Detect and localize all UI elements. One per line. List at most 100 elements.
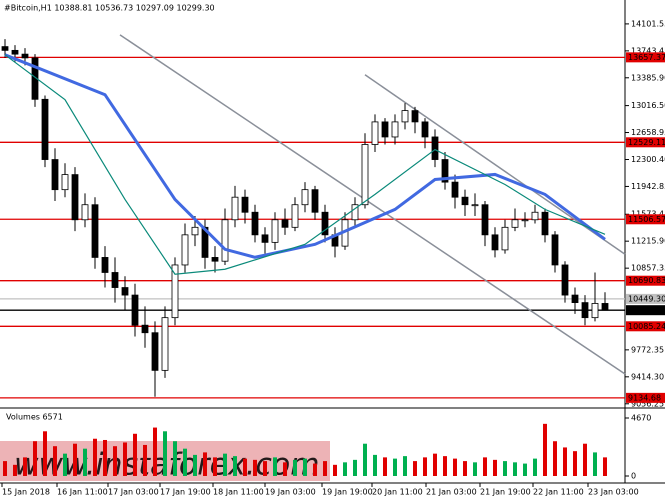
y-tick-label: 9056.25 bbox=[631, 399, 664, 408]
level-label: 13657.37 bbox=[628, 53, 665, 62]
volume-bar bbox=[103, 439, 107, 476]
x-tick-label: 17 Jan 03:00 bbox=[108, 488, 159, 497]
volume-bar bbox=[113, 446, 117, 476]
candle-body bbox=[31, 57, 39, 100]
volume-tick-label: 0 bbox=[631, 472, 636, 481]
candle-body bbox=[91, 204, 99, 258]
candle-body bbox=[581, 302, 589, 319]
level-label-box bbox=[626, 321, 665, 332]
candle-body bbox=[451, 181, 459, 198]
candle-body bbox=[21, 53, 29, 59]
volume-bar bbox=[523, 463, 527, 476]
candle-body bbox=[221, 219, 229, 262]
level-label-box bbox=[626, 293, 665, 304]
level-label-box bbox=[626, 275, 665, 286]
candle-body bbox=[491, 234, 499, 251]
volume-bar bbox=[203, 452, 207, 476]
volume-bar bbox=[533, 458, 537, 476]
y-tick-label: 13016.50 bbox=[631, 101, 665, 110]
candle-body bbox=[71, 174, 79, 221]
volume-bar bbox=[3, 461, 7, 476]
y-tick-label: 13743.45 bbox=[631, 46, 665, 55]
volume-bar bbox=[93, 438, 97, 476]
volume-bar bbox=[513, 462, 517, 476]
volume-bar bbox=[313, 463, 317, 476]
x-tick-label: 15 Jan 2018 bbox=[2, 488, 50, 497]
volume-bar bbox=[383, 457, 387, 476]
candle-body bbox=[431, 136, 439, 160]
volume-bar bbox=[373, 454, 377, 476]
candle-body bbox=[41, 98, 49, 160]
volume-title: Volumes 6571 bbox=[6, 413, 63, 422]
candle-body bbox=[261, 234, 269, 243]
volume-bar bbox=[333, 464, 337, 476]
volume-bar bbox=[123, 442, 127, 476]
volume-bar bbox=[583, 443, 587, 476]
volume-bar bbox=[593, 452, 597, 476]
volume-bar bbox=[83, 448, 87, 476]
volume-bar bbox=[193, 454, 197, 476]
volume-tick-label: 4670 bbox=[631, 414, 651, 423]
volume-bar bbox=[603, 457, 607, 476]
volume-bar bbox=[553, 441, 557, 476]
candle-body bbox=[241, 196, 249, 213]
candle-body bbox=[321, 211, 329, 236]
x-tick-label: 18 Jan 11:00 bbox=[213, 488, 264, 497]
candle-body bbox=[51, 159, 59, 191]
x-tick-label: 21 Jan 03:00 bbox=[426, 488, 477, 497]
y-tick-label: 10857.35 bbox=[631, 264, 665, 273]
level-label: 12529.11 bbox=[628, 138, 665, 147]
volume-bar bbox=[463, 461, 467, 476]
volume-bar bbox=[433, 453, 437, 476]
candle-body bbox=[441, 159, 449, 183]
volume-bar bbox=[273, 457, 277, 476]
level-label-box bbox=[626, 305, 665, 316]
y-tick-label: 14101.55 bbox=[631, 19, 665, 28]
x-tick-label: 16 Jan 11:00 bbox=[57, 488, 108, 497]
volume-bar bbox=[453, 458, 457, 476]
volume-bar bbox=[563, 447, 567, 476]
candle-body bbox=[131, 294, 139, 326]
volume-bar bbox=[153, 427, 157, 476]
header: #Bitcoin,H1 10388.81 10536.73 10297.09 1… bbox=[4, 4, 215, 13]
candle-body bbox=[281, 219, 289, 228]
volume-bar bbox=[263, 461, 267, 476]
volume-bar bbox=[573, 451, 577, 476]
candle-body bbox=[361, 144, 369, 206]
volume-bar bbox=[483, 457, 487, 476]
candle-body bbox=[391, 121, 399, 138]
candle-body bbox=[161, 317, 169, 371]
candle-body bbox=[561, 264, 569, 296]
volume-bar bbox=[503, 461, 507, 476]
y-tick-label: 13385.90 bbox=[631, 73, 665, 82]
candle-body bbox=[381, 121, 389, 138]
candle-body bbox=[591, 303, 599, 319]
candle-body bbox=[211, 257, 219, 262]
candle-body bbox=[251, 211, 259, 236]
candle-body bbox=[81, 204, 89, 221]
y-tick-label: 11215.90 bbox=[631, 237, 665, 246]
volume-bar bbox=[63, 453, 67, 476]
moving-average bbox=[4, 54, 606, 275]
volume-bar bbox=[303, 458, 307, 476]
volume-bar bbox=[363, 443, 367, 476]
x-tick-label: 20 Jan 11:00 bbox=[372, 488, 423, 497]
y-tick-label: 9414.30 bbox=[631, 372, 664, 381]
volume-bar bbox=[23, 457, 27, 476]
candle-body bbox=[461, 196, 469, 206]
candle-body bbox=[61, 174, 69, 191]
volume-bar bbox=[393, 458, 397, 476]
candle-body bbox=[301, 189, 309, 206]
x-tick-label: 19 Jan 19:00 bbox=[322, 488, 373, 497]
candle-body bbox=[111, 272, 119, 288]
level-label-box bbox=[626, 392, 665, 403]
trendline bbox=[119, 34, 626, 375]
y-tick-label: 11573.45 bbox=[631, 210, 665, 219]
x-tick-label: 17 Jan 19:00 bbox=[160, 488, 211, 497]
volume-bar bbox=[293, 459, 297, 476]
volume-bar bbox=[53, 446, 57, 476]
candle-body bbox=[181, 234, 189, 266]
volume-bar bbox=[473, 462, 477, 476]
level-label: 9134.68 bbox=[628, 393, 661, 402]
